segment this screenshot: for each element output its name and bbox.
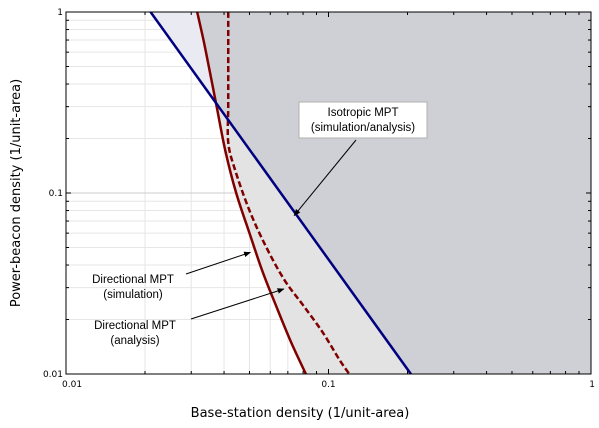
region-isotropic [150,12,591,374]
annotation-directional-sim: Directional MPT (simulation) [92,251,252,301]
annotation-text: (analysis) [110,335,159,347]
x-tick-label: 1 [589,380,595,390]
line-directional-analysis [226,12,351,374]
y-tick-label: 1 [57,8,63,18]
annotation-text: (simulation/analysis) [311,122,415,134]
annotation-arrow [293,139,357,217]
x-axis-label: Base-station density (1/unit-area) [191,406,410,421]
axis-ticks: 0.01 0.1 1 0.01 0.1 1 [43,8,595,390]
annotation-arrow [185,251,252,275]
annotation-text: Directional MPT [92,274,174,286]
series-lines [149,12,412,374]
x-tick-label: 0.1 [321,380,335,390]
annotation-text: (simulation) [103,289,163,301]
annotation-isotropic: Isotropic MPT (simulation/analysis) [293,101,428,217]
y-tick-label: 0.1 [49,189,63,199]
annotation-directional-ana: Directional MPT (analysis) [94,288,285,347]
annotation-box [298,101,428,139]
x-tick-label: 0.01 [62,380,82,390]
annotations: Isotropic MPT (simulation/analysis) Direct… [92,101,428,347]
annotation-text: Directional MPT [94,320,176,332]
line-directional-simulation [195,12,308,374]
y-axis-label: Power-beacon density (1/unit-area) [9,79,24,307]
line-isotropic [149,12,412,374]
annotation-text: Isotropic MPT [328,107,399,119]
annotation-arrow [190,288,285,320]
y-tick-label: 0.01 [43,370,63,380]
